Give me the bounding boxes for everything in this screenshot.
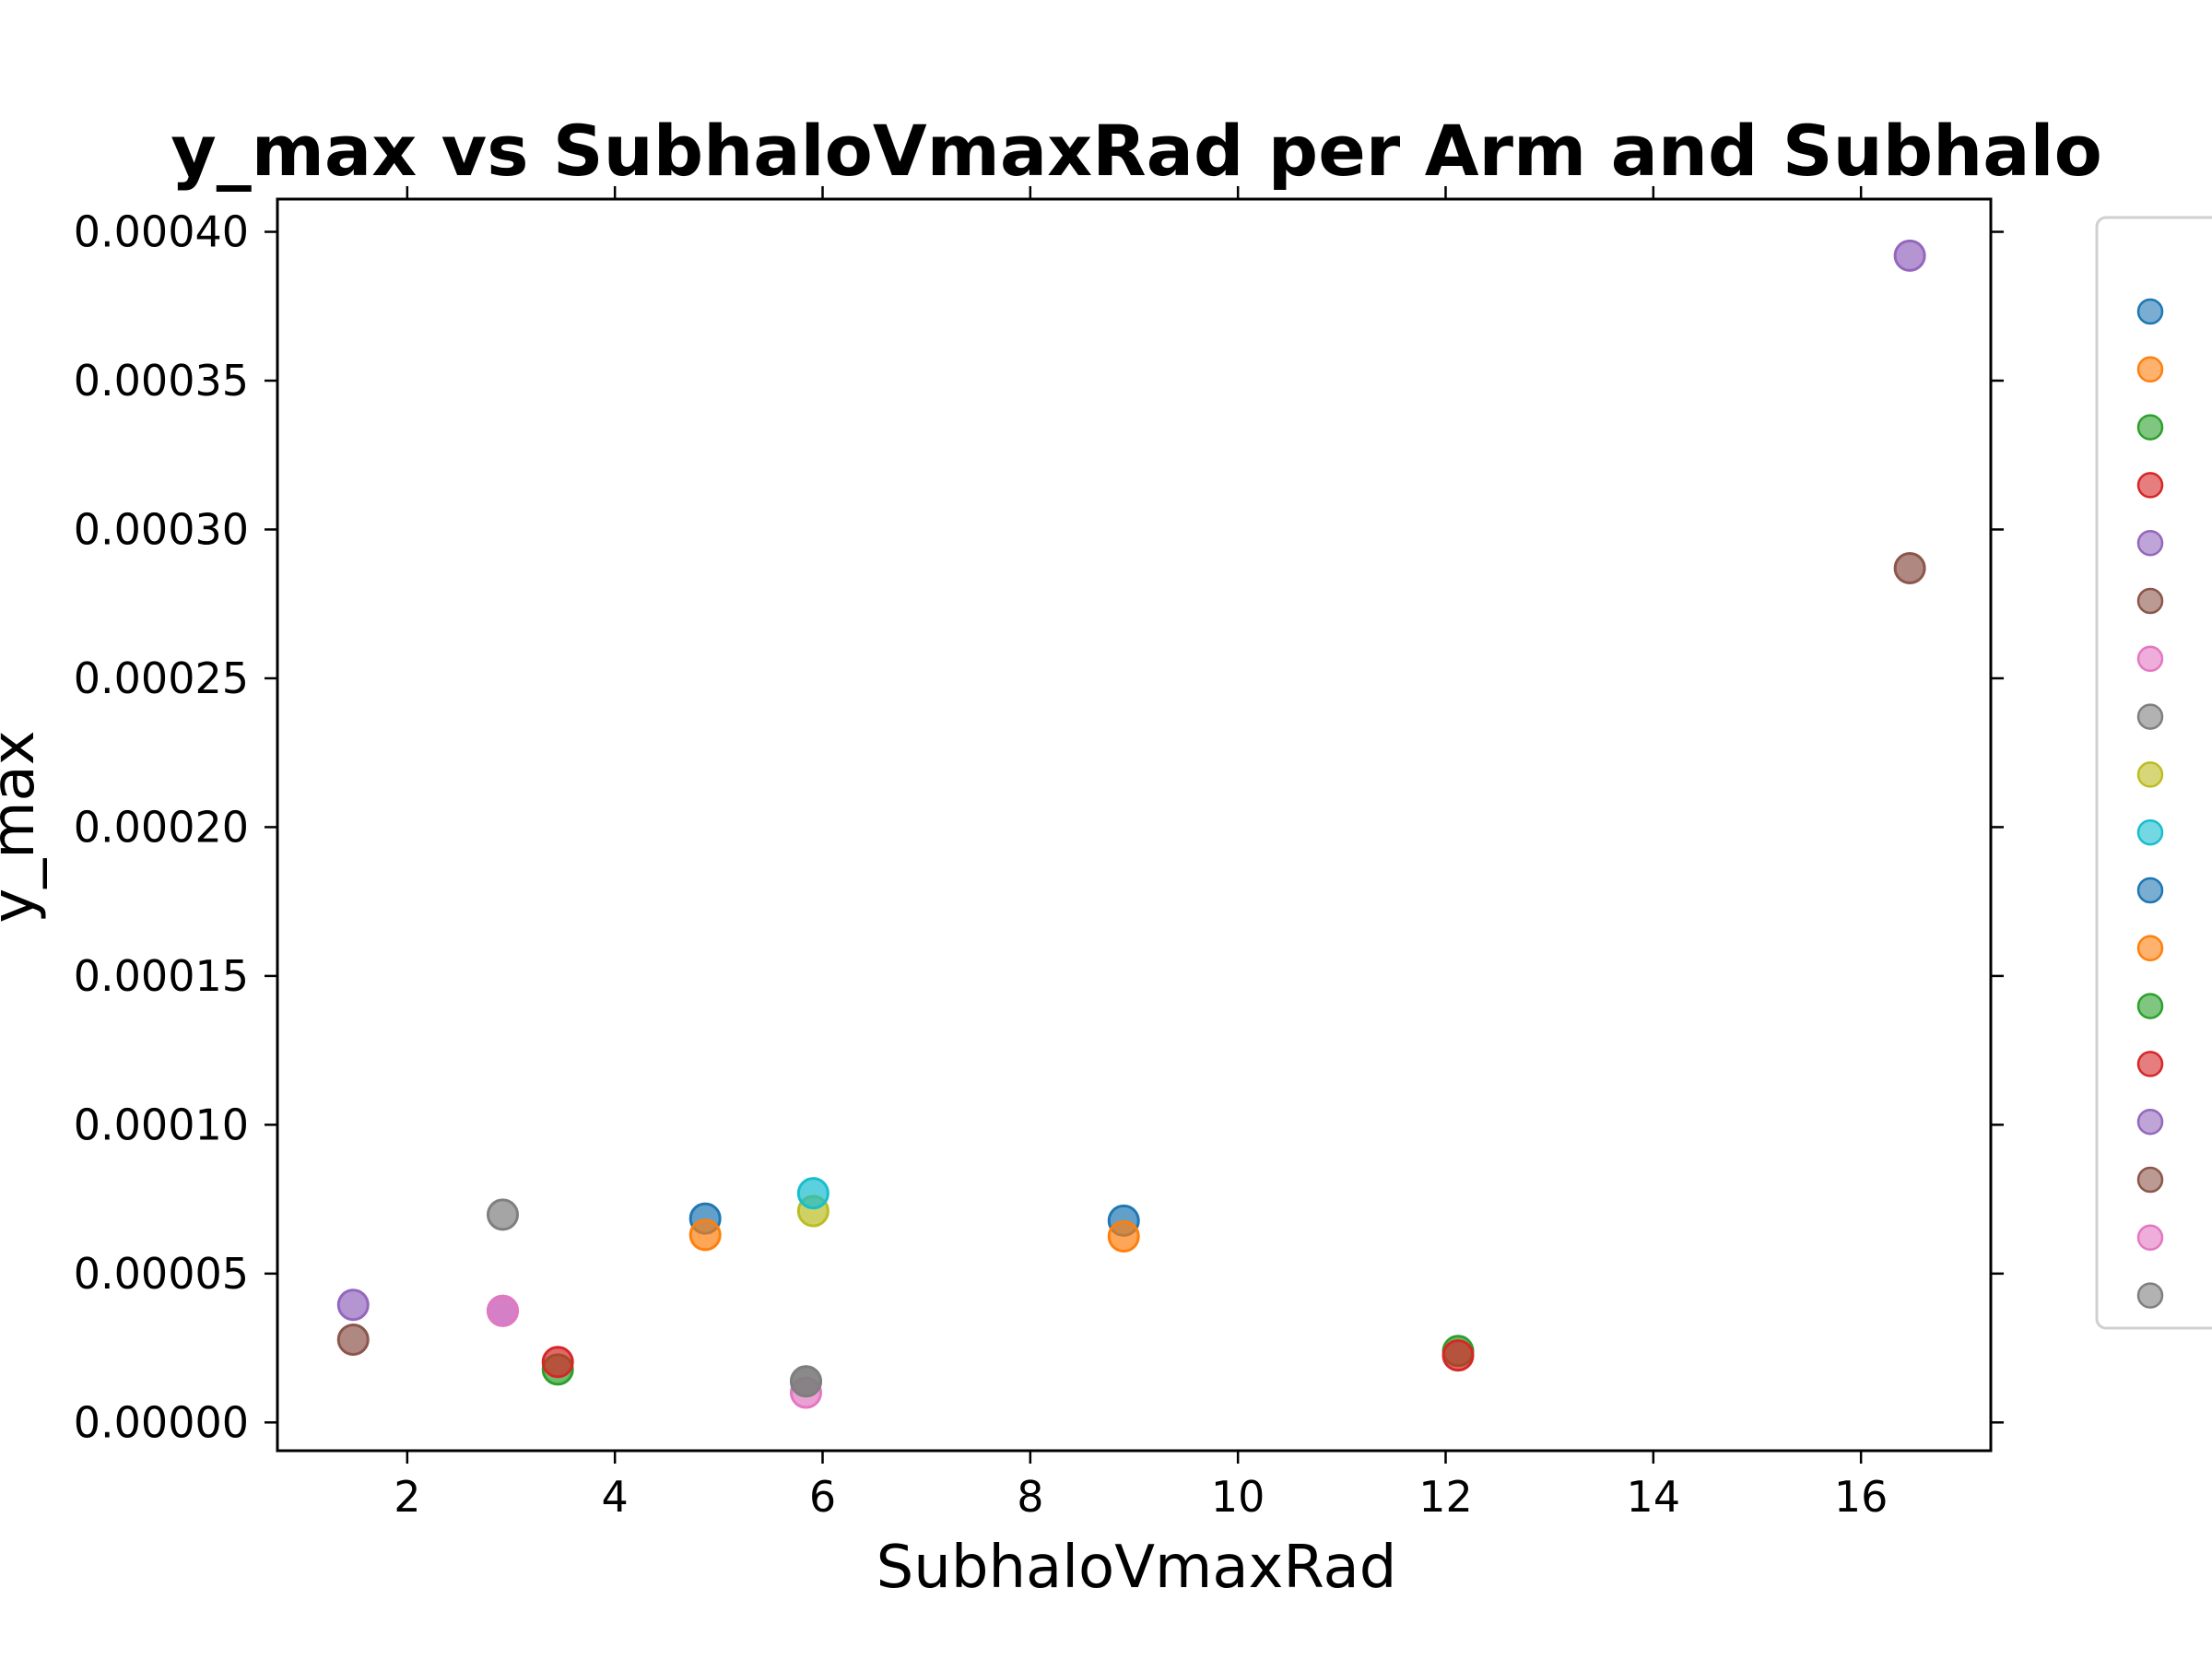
legend-marker-12 — [2136, 935, 2164, 962]
x-axis: 2 4 6 8 10 12 14 16 — [394, 186, 1888, 1522]
y-tick-label: 0.00035 — [74, 356, 249, 406]
legend-marker-8 — [2136, 703, 2164, 730]
data-point-series-12 — [1107, 1219, 1140, 1253]
legend-marker-7 — [2136, 645, 2164, 673]
x-tick-label: 8 — [1017, 1472, 1043, 1522]
x-tick-label: 16 — [1834, 1472, 1888, 1522]
x-tick-label: 12 — [1418, 1472, 1473, 1522]
legend-marker-18 — [2136, 1282, 2164, 1309]
x-tick-label: 10 — [1211, 1472, 1265, 1522]
legend-marker-17 — [2136, 1224, 2164, 1252]
legend-marker-5 — [2136, 529, 2164, 557]
data-point-series-18 — [789, 1365, 822, 1398]
legend-marker-16 — [2136, 1166, 2164, 1194]
legend-marker-10 — [2136, 818, 2164, 846]
data-point-series-10 — [796, 1177, 830, 1210]
legend-marker-9 — [2136, 761, 2164, 788]
x-tick-label: 14 — [1627, 1472, 1681, 1522]
legend — [2095, 216, 2212, 1330]
legend-marker-4 — [2136, 472, 2164, 499]
x-tick-label: 2 — [394, 1472, 420, 1522]
data-point-series-16 — [1893, 551, 1926, 584]
y-tick-label: 0.00010 — [74, 1100, 249, 1149]
y-tick-label: 0.00020 — [74, 802, 249, 852]
x-tick-label: 4 — [602, 1472, 629, 1522]
y-tick-label: 0.00030 — [74, 504, 249, 554]
data-point-series-14 — [1441, 1339, 1475, 1372]
x-tick-label: 6 — [809, 1472, 836, 1522]
legend-marker-14 — [2136, 1051, 2164, 1077]
legend-marker-3 — [2136, 414, 2164, 441]
y-axis-label: y_max — [0, 730, 48, 923]
y-tick-label: 0.00025 — [74, 653, 249, 703]
data-point-series-2 — [688, 1218, 722, 1252]
y-axis: 0.00000 0.00005 0.00010 0.00015 0.00020 0.000… — [74, 207, 2004, 1447]
legend-marker-11 — [2136, 877, 2164, 904]
x-axis-label: SubhaloVmaxRad — [877, 1534, 1397, 1602]
y-tick-label: 0.00015 — [74, 951, 249, 1001]
data-point-series-15 — [336, 1288, 370, 1322]
data-point-series-6 — [336, 1324, 370, 1357]
y-tick-label: 0.00040 — [74, 207, 249, 257]
legend-marker-15 — [2136, 1108, 2164, 1135]
data-point-series-17 — [486, 1294, 519, 1327]
data-point-series-4 — [541, 1346, 574, 1379]
data-point-series-18 — [486, 1198, 519, 1231]
legend-marker-2 — [2136, 356, 2164, 383]
y-tick-label: 0.00000 — [74, 1397, 249, 1447]
data-point-series-15 — [1893, 239, 1926, 272]
legend-marker-1 — [2136, 298, 2164, 325]
y-tick-label: 0.00005 — [74, 1249, 249, 1299]
plot-frame — [276, 197, 1993, 1453]
chart-title: y_max vs SubhaloVmaxRad per Arm and Subh… — [171, 110, 2102, 192]
plot-area — [276, 197, 1993, 1453]
legend-marker-13 — [2136, 993, 2164, 1019]
legend-marker-6 — [2136, 587, 2164, 615]
